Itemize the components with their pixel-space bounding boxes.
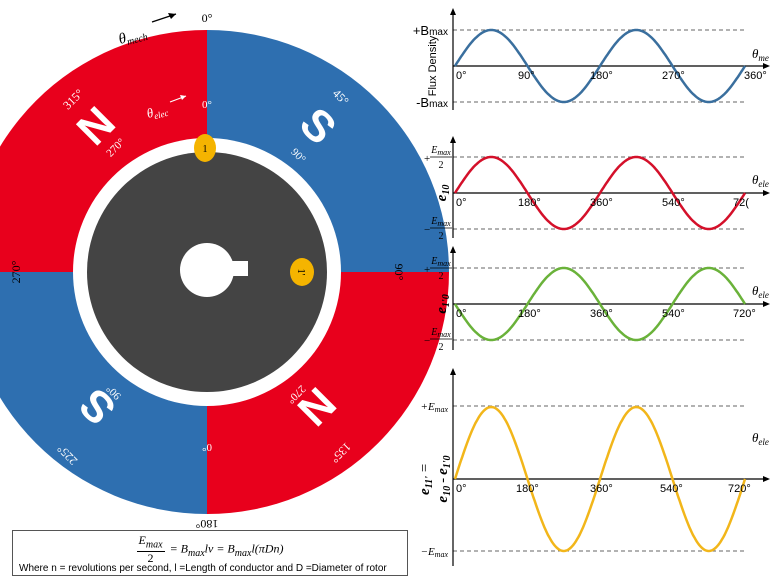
e11p-ylabel-bottom: −Emax — [421, 546, 449, 559]
svg-text:Emax: Emax — [430, 145, 451, 157]
machine-diagram: 1 1' N S N S 0° 45° 90° 135° 180° 225° 2… — [0, 11, 449, 531]
svg-text:2: 2 — [439, 271, 444, 282]
conductor-1-label: 1 — [203, 144, 208, 155]
theta-mech-label: θmech — [117, 13, 177, 50]
elec-angle-180-left: 180° — [73, 262, 85, 283]
svg-text:e10-e1'0: e10-e1'0 — [435, 455, 453, 502]
e1p0-tick-720: 720° — [733, 308, 756, 320]
e10-ylabel-bottom: − Emax 2 — [424, 216, 452, 242]
e11p-axis-title: e11'= e10-e1'0 — [417, 455, 453, 502]
e1p0-axis-title: e1'0 — [434, 294, 452, 313]
svg-text:2: 2 — [439, 231, 444, 242]
mech-angle-0: 0° — [202, 11, 213, 25]
flux-tick-270: 270° — [662, 70, 685, 82]
e10-axis-title: e10 — [434, 185, 452, 202]
e11p-tick-540: 540° — [660, 483, 683, 495]
flux-ylabel-bottom: -Bmax — [416, 95, 448, 110]
svg-text:−: − — [424, 335, 430, 347]
svg-text:2: 2 — [439, 160, 444, 171]
flux-tick-180: 180° — [590, 70, 613, 82]
elec-arrowhead-icon — [180, 95, 186, 100]
svg-text:2: 2 — [439, 342, 444, 353]
e10-tick-360: 360° — [590, 197, 613, 209]
conductor-2-label: 1' — [295, 269, 306, 276]
e1p0-x-arrow-icon — [763, 301, 770, 307]
svg-text:+: + — [424, 153, 430, 165]
mech-angle-180: 180° — [195, 517, 218, 531]
e1p0-y-arrow-icon — [450, 246, 456, 253]
theta-elec-label: θelec — [145, 95, 187, 123]
e10-tick-180: 180° — [518, 197, 541, 209]
svg-text:e11'=: e11'= — [417, 463, 435, 495]
e11p-ylabel-top: +Emax — [421, 401, 449, 414]
svg-text:Emax: Emax — [430, 327, 451, 339]
e1p0-xlabel: θele — [752, 283, 769, 300]
elec-angle-180-right: 180° — [325, 262, 337, 283]
flux-tick-0: 0° — [456, 70, 467, 82]
e1p0-tick-0: 0° — [456, 308, 467, 320]
flux-wave — [453, 28, 747, 104]
flux-tick-360: 360° — [744, 70, 767, 82]
formula-where-text: Where n = revolutions per second, l =Len… — [19, 563, 387, 574]
flux-axis-title: Flux Density — [427, 35, 439, 96]
elec-angle-0-bottom: 0° — [202, 441, 212, 453]
e10-tick-540: 540° — [662, 197, 685, 209]
graph-e10: + Emax 2 − Emax 2 e10 θele 0° 180° 360° … — [424, 136, 770, 242]
mech-angle-270: 270° — [9, 260, 23, 283]
svg-text:θmech: θmech — [117, 25, 149, 50]
emf-fraction: Emax 2 — [136, 533, 165, 566]
conductor-2 — [290, 258, 314, 286]
flux-x-arrow-icon — [763, 63, 770, 69]
emf-formula: Emax 2 = Bmaxlv = Bmaxl(πDn) — [136, 533, 284, 566]
shaft — [180, 243, 234, 297]
e11p-y-arrow-icon — [450, 368, 456, 375]
mech-angle-90: 90° — [392, 264, 406, 281]
emf-formula-box: Emax 2 = Bmaxlv = Bmaxl(πDn) Where n = r… — [12, 530, 408, 576]
flux-tick-90: 90° — [518, 70, 535, 82]
e10-ylabel-top: + Emax 2 — [424, 145, 452, 171]
mech-arrowhead-icon — [168, 13, 176, 19]
e11p-wave — [453, 405, 747, 553]
e10-tick-720: 72( — [733, 197, 749, 209]
e11p-x-arrow-icon — [763, 476, 770, 482]
e11p-tick-720: 720° — [728, 483, 751, 495]
svg-text:θelec: θelec — [145, 101, 170, 123]
elec-angle-0-top: 0° — [202, 99, 212, 111]
e10-y-arrow-icon — [450, 136, 456, 143]
e10-tick-0: 0° — [456, 197, 467, 209]
e1p0-ylabel-bottom: − Emax 2 — [424, 327, 452, 353]
svg-text:+: + — [424, 264, 430, 276]
conductor-1 — [194, 134, 216, 162]
flux-y-arrow-icon — [450, 8, 456, 15]
graph-flux-density: +Bmax -Bmax Flux Density θme 0° 90° 180°… — [413, 8, 770, 110]
svg-text:Emax: Emax — [430, 216, 451, 228]
e11p-tick-180: 180° — [516, 483, 539, 495]
e11p-xlabel: θele — [752, 430, 769, 447]
graph-e1p0: + Emax 2 − Emax 2 e1'0 θele 0° 180° 360°… — [424, 246, 770, 353]
keyway — [226, 261, 248, 276]
graph-e11p: +Emax −Emax e11'= e10-e1'0 θele 0° 180° … — [417, 368, 770, 566]
e1p0-wave — [453, 266, 747, 342]
e10-x-arrow-icon — [763, 190, 770, 196]
flux-ylabel-top: +Bmax — [413, 23, 448, 38]
e1p0-ylabel-top: + Emax 2 — [424, 256, 452, 282]
e1p0-tick-540: 540° — [662, 308, 685, 320]
e10-wave — [453, 155, 747, 231]
svg-text:Emax: Emax — [430, 256, 451, 268]
e1p0-tick-360: 360° — [590, 308, 613, 320]
e10-xlabel: θele — [752, 172, 769, 189]
e11p-tick-360: 360° — [590, 483, 613, 495]
svg-text:−: − — [424, 224, 430, 236]
e1p0-tick-180: 180° — [518, 308, 541, 320]
flux-xlabel: θme — [752, 46, 769, 63]
e11p-tick-0: 0° — [456, 483, 467, 495]
